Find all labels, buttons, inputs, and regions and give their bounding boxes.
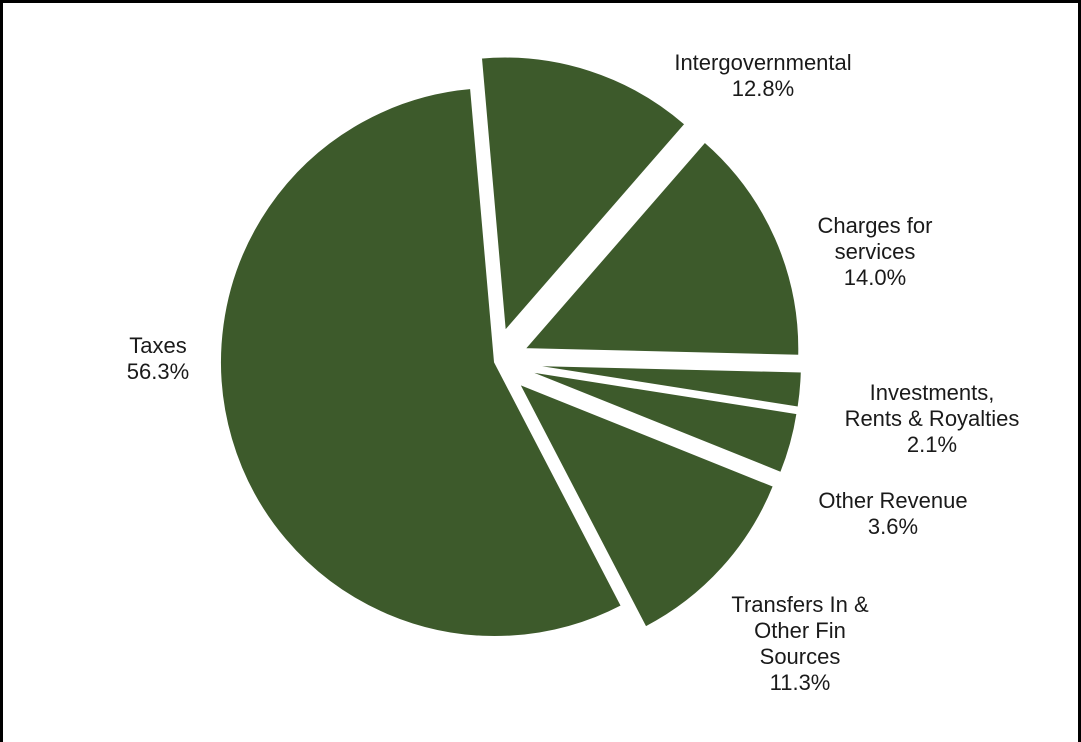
slice-label-text: Other Fin <box>754 618 846 643</box>
slice-label-text: Sources <box>760 644 841 669</box>
slice-value-label: 3.6% <box>868 514 918 539</box>
slice-label-text: Rents & Royalties <box>845 406 1020 431</box>
slice-label-text: Other Revenue <box>818 488 967 513</box>
slice-value-label: 12.8% <box>732 76 794 101</box>
slice-label-text: Taxes <box>129 333 186 358</box>
pie-slice-taxes <box>219 86 624 638</box>
pie-slice-transfers <box>516 381 776 629</box>
slice-label-text: Charges for <box>818 213 933 238</box>
slice-value-label: 14.0% <box>844 265 906 290</box>
slice-value-label: 2.1% <box>907 432 957 457</box>
slices-layer <box>219 55 803 638</box>
pie-slice-investments <box>526 363 803 409</box>
slice-label-text: Transfers In & <box>731 592 869 617</box>
pie-slice-other-revenue <box>525 369 799 475</box>
slice-label-text: services <box>835 239 916 264</box>
slice-value-label: 56.3% <box>127 359 189 384</box>
slice-label-text: Investments, <box>870 380 995 405</box>
pie-slice-intergovernmental <box>479 55 687 335</box>
slice-label-text: Intergovernmental <box>674 50 851 75</box>
slice-value-label: 11.3% <box>770 670 831 695</box>
pie-slice-charges <box>522 140 801 357</box>
